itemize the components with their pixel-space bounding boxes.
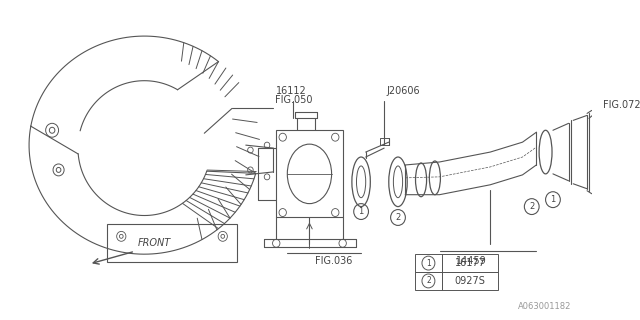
Text: 16112: 16112	[276, 85, 307, 96]
Text: 16177: 16177	[454, 258, 485, 268]
Text: FIG.072: FIG.072	[603, 100, 640, 110]
Text: 0927S: 0927S	[454, 276, 485, 286]
Bar	[415, 272, 442, 290]
Bar	[442, 254, 498, 272]
Text: A063001182: A063001182	[518, 302, 572, 311]
Text: 1: 1	[426, 259, 431, 268]
Text: 14459: 14459	[456, 256, 487, 266]
Text: J20606: J20606	[387, 85, 420, 96]
Text: 2: 2	[529, 202, 534, 211]
Bar	[442, 272, 498, 290]
Bar	[415, 254, 442, 272]
Text: 2: 2	[426, 276, 431, 285]
Text: FRONT: FRONT	[138, 238, 171, 248]
Text: 2: 2	[396, 213, 401, 222]
Text: 1: 1	[550, 195, 556, 204]
Text: 1: 1	[358, 207, 364, 216]
Text: FIG.036: FIG.036	[315, 256, 353, 266]
Text: FIG.050: FIG.050	[275, 95, 313, 106]
